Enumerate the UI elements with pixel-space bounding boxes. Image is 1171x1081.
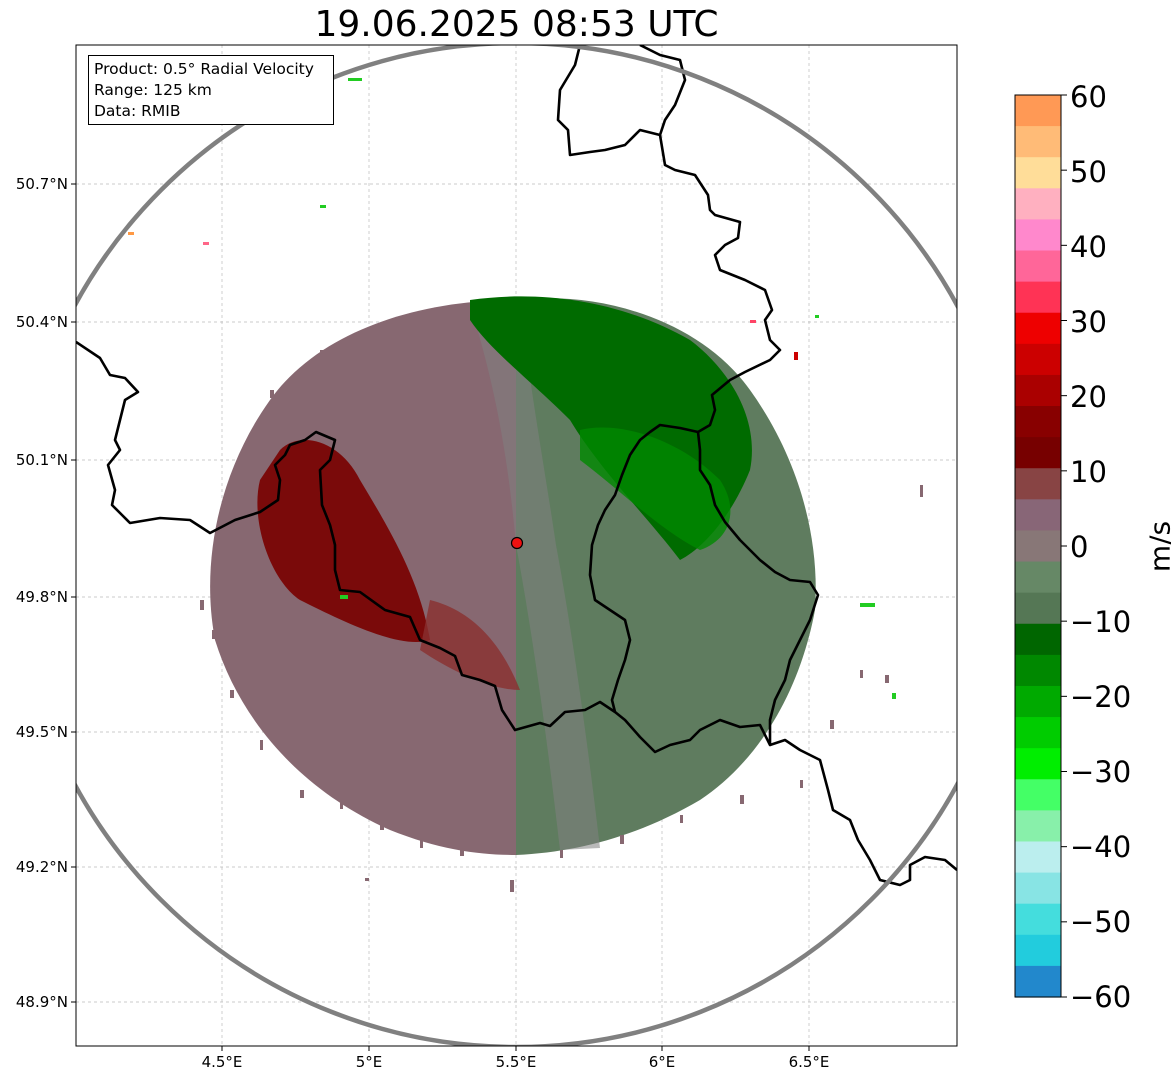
colorbar-tick-label: −50: [1070, 905, 1132, 939]
lat-label: 50.7°N: [15, 175, 68, 193]
colorbar-band: [1015, 530, 1061, 563]
colorbar-band: [1015, 810, 1061, 843]
echo-speckle-green: [320, 78, 896, 699]
colorbar-band: [1015, 748, 1061, 780]
colorbar-band: [1015, 561, 1061, 594]
colorbar-band: [1015, 717, 1061, 749]
colorbar-band: [1015, 437, 1061, 469]
lat-label: 49.2°N: [15, 858, 68, 876]
colorbar-band: [1015, 934, 1061, 967]
colorbar-band: [1015, 406, 1061, 438]
colorbar-tick-label: 10: [1070, 455, 1107, 489]
lon-label: 4.5°E: [201, 1053, 243, 1071]
colorbar-band: [1015, 841, 1061, 874]
colorbar-band: [1015, 499, 1061, 532]
chart-title: 19.06.2025 08:53 UTC: [314, 4, 719, 45]
colorbar-tick-label: 30: [1070, 305, 1107, 339]
colorbar-band: [1015, 188, 1061, 221]
lat-label: 49.8°N: [15, 588, 68, 606]
colorbar-tick-label: 60: [1070, 80, 1107, 114]
luxembourg-border: [588, 423, 699, 713]
colorbar-band: [1015, 592, 1061, 625]
colorbar-band: [1015, 623, 1061, 656]
country-borders: [76, 45, 957, 887]
colorbar-tick-label: −60: [1070, 980, 1132, 1014]
receding-core-tail: [420, 600, 520, 690]
lat-label: 50.4°N: [15, 313, 68, 331]
colorbar-band: [1015, 779, 1061, 811]
echo-speckle-red: [128, 232, 798, 360]
echo-speckle: [200, 350, 923, 892]
colorbar-band: [1015, 903, 1061, 936]
colorbar-tick-label: −40: [1070, 830, 1132, 864]
colorbar-bands: [1015, 95, 1061, 998]
colorbar-band: [1015, 281, 1061, 314]
belgium-france-border: [76, 340, 957, 887]
colorbar-tick-label: 40: [1070, 230, 1107, 264]
approaching-core-lobe: [580, 427, 731, 550]
lon-label: 5°E: [355, 1053, 383, 1071]
colorbar-tick-label: −20: [1070, 680, 1132, 714]
colorbar-band: [1015, 654, 1061, 687]
colorbar-band: [1015, 685, 1061, 718]
colorbar-band: [1015, 312, 1061, 345]
german-frontier-north: [639, 45, 687, 136]
axis-ticks: [71, 183, 810, 1051]
colorbar-tick-label: −10: [1070, 605, 1132, 639]
data-source-label: Data: RMIB: [94, 102, 181, 120]
strong-receding-core: [257, 440, 430, 642]
colorbar-band: [1015, 95, 1061, 127]
colorbar-tick-label: 0: [1070, 530, 1089, 564]
colorbar-band: [1015, 468, 1061, 500]
colorbar-band: [1015, 872, 1061, 905]
germany-border: [556, 45, 820, 745]
colorbar-band: [1015, 157, 1061, 189]
lat-label: 49.5°N: [15, 723, 68, 741]
lon-label: 5.5°E: [495, 1053, 537, 1071]
colorbar-band: [1015, 250, 1061, 283]
lon-label: 6°E: [648, 1053, 676, 1071]
colorbar-band: [1015, 219, 1061, 252]
radar-site-marker[interactable]: [510, 536, 524, 550]
colorbar-band: [1015, 965, 1061, 998]
colorbar-tick-label: 50: [1070, 155, 1107, 189]
product-label: Product: 0.5° Radial Velocity: [94, 60, 314, 78]
lat-label: 50.1°N: [15, 451, 68, 469]
colorbar-tick-label: 20: [1070, 380, 1107, 414]
colorbar-band: [1015, 126, 1061, 158]
colorbar-band: [1015, 343, 1061, 376]
product-info-box: Product: 0.5° Radial Velocity Range: 125…: [88, 55, 334, 125]
lat-label: 48.9°N: [15, 993, 68, 1011]
colorbar-band: [1015, 374, 1061, 407]
range-label: Range: 125 km: [94, 81, 212, 99]
colorbar-tick-marks: [1061, 94, 1067, 998]
lon-label: 6.5°E: [788, 1053, 830, 1071]
colorbar-unit-label: m/s: [1143, 520, 1171, 573]
colorbar-tick-label: −30: [1070, 755, 1132, 789]
